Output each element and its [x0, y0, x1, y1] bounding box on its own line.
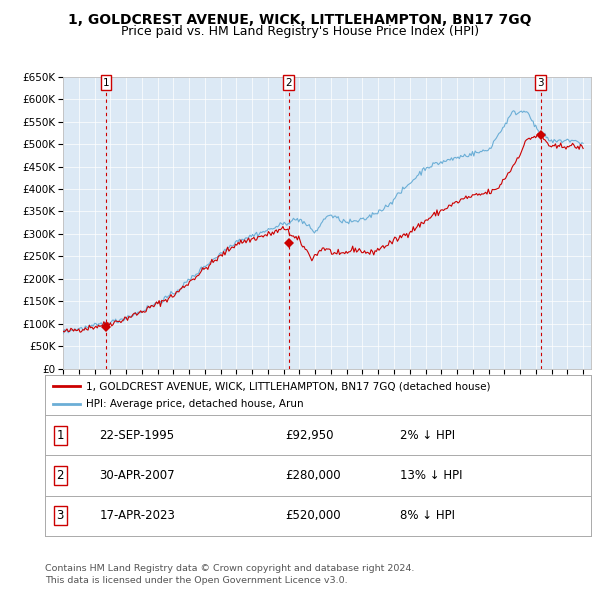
Text: 2: 2	[56, 469, 64, 482]
Text: £520,000: £520,000	[285, 509, 341, 522]
Text: 1: 1	[103, 77, 109, 87]
Text: 8% ↓ HPI: 8% ↓ HPI	[400, 509, 455, 522]
Text: Contains HM Land Registry data © Crown copyright and database right 2024.
This d: Contains HM Land Registry data © Crown c…	[45, 565, 415, 585]
Text: 13% ↓ HPI: 13% ↓ HPI	[400, 469, 463, 482]
Text: 1, GOLDCREST AVENUE, WICK, LITTLEHAMPTON, BN17 7GQ: 1, GOLDCREST AVENUE, WICK, LITTLEHAMPTON…	[68, 13, 532, 27]
Text: HPI: Average price, detached house, Arun: HPI: Average price, detached house, Arun	[86, 399, 304, 409]
Text: 1, GOLDCREST AVENUE, WICK, LITTLEHAMPTON, BN17 7GQ (detached house): 1, GOLDCREST AVENUE, WICK, LITTLEHAMPTON…	[86, 382, 490, 392]
Text: 1: 1	[56, 429, 64, 442]
Text: £280,000: £280,000	[285, 469, 341, 482]
Text: 2% ↓ HPI: 2% ↓ HPI	[400, 429, 455, 442]
Text: £92,950: £92,950	[285, 429, 334, 442]
Text: 30-APR-2007: 30-APR-2007	[100, 469, 175, 482]
Text: 3: 3	[56, 509, 64, 522]
Text: 2: 2	[286, 77, 292, 87]
Text: 22-SEP-1995: 22-SEP-1995	[100, 429, 175, 442]
Text: 17-APR-2023: 17-APR-2023	[100, 509, 175, 522]
Text: 3: 3	[537, 77, 544, 87]
Text: Price paid vs. HM Land Registry's House Price Index (HPI): Price paid vs. HM Land Registry's House …	[121, 25, 479, 38]
